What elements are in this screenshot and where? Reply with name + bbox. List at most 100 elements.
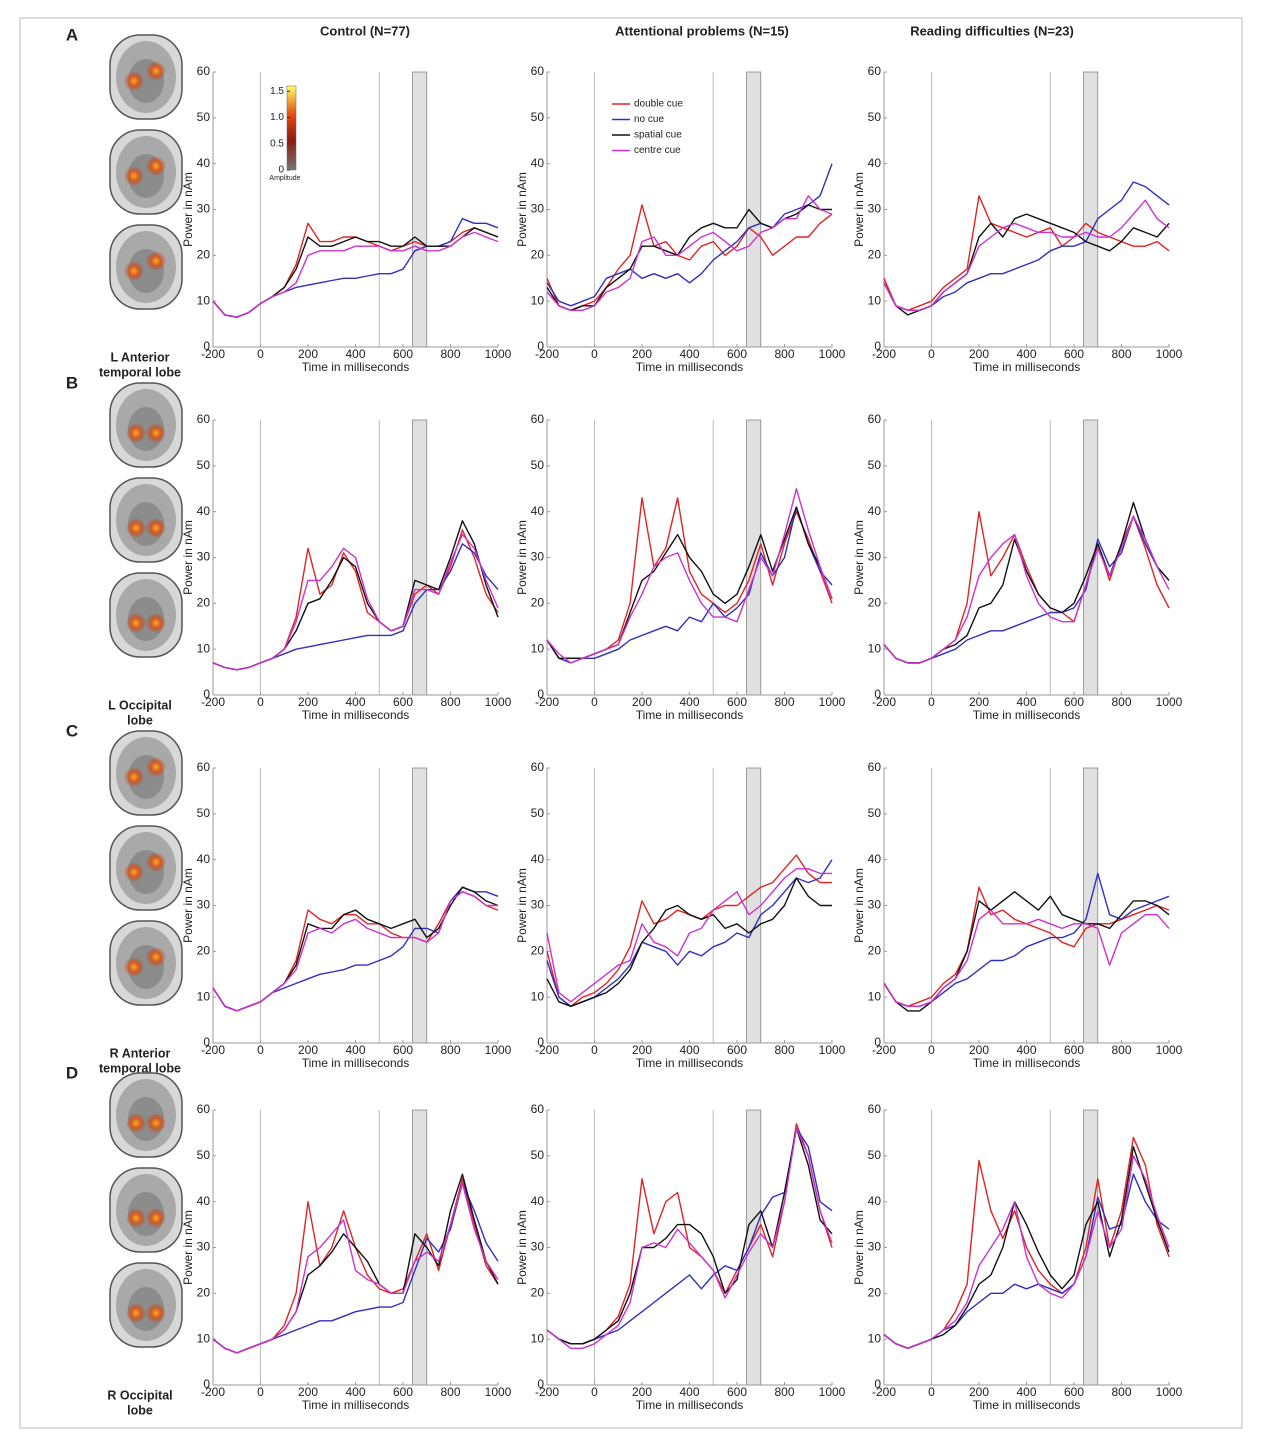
x-tick-label: 0 <box>928 347 935 361</box>
y-tick-label: 40 <box>197 1194 211 1208</box>
activation <box>124 166 144 186</box>
panel-letter: C <box>66 721 78 740</box>
y-tick-label: 20 <box>197 596 211 610</box>
legend-label: no cue <box>634 114 664 125</box>
y-tick-label: 60 <box>531 1102 545 1116</box>
x-tick-label: -200 <box>201 1043 225 1057</box>
x-tick-label: 800 <box>440 1043 460 1057</box>
activation <box>146 61 166 81</box>
x-tick-label: -200 <box>201 1385 225 1399</box>
x-tick-label: 0 <box>928 1043 935 1057</box>
x-tick-label: 200 <box>632 1043 652 1057</box>
x-tick-label: 800 <box>1111 1385 1131 1399</box>
activation <box>146 1303 166 1323</box>
panel-letter: B <box>66 373 78 392</box>
highlight-band <box>1084 72 1098 347</box>
x-tick-label: 1000 <box>485 695 512 709</box>
region-label: R Occipital <box>107 1388 172 1402</box>
x-tick-label: -200 <box>872 347 896 361</box>
activation <box>146 947 166 967</box>
plot-area <box>884 768 1169 1043</box>
y-tick-label: 10 <box>531 293 545 307</box>
y-tick-label: 10 <box>868 1331 882 1345</box>
highlight-band <box>747 420 761 695</box>
plot-area <box>547 768 832 1043</box>
x-axis-label: Time in milliseconds <box>302 360 410 374</box>
x-tick-label: 1000 <box>819 695 846 709</box>
y-tick-label: 50 <box>197 1148 211 1162</box>
legend-label: spatial cue <box>634 130 682 141</box>
y-tick-label: 60 <box>197 64 211 78</box>
region-label: lobe <box>127 713 153 727</box>
x-tick-label: 200 <box>969 347 989 361</box>
x-tick-label: 400 <box>679 1385 699 1399</box>
activation <box>126 518 146 538</box>
x-tick-label: 400 <box>1016 1043 1036 1057</box>
legend-label: centre cue <box>634 145 681 156</box>
y-tick-label: 20 <box>197 1286 211 1300</box>
y-axis-label: Power in nAm <box>181 520 195 595</box>
y-tick-label: 30 <box>531 202 545 216</box>
x-tick-label: 400 <box>345 1043 365 1057</box>
y-tick-label: 10 <box>531 1331 545 1345</box>
region-label: lobe <box>127 1403 153 1417</box>
y-tick-label: 10 <box>531 989 545 1003</box>
figure: Control (N=77)Attentional problems (N=15… <box>0 0 1261 1445</box>
x-axis-label: Time in milliseconds <box>973 1056 1081 1070</box>
y-tick-label: 40 <box>868 156 882 170</box>
y-tick-label: 60 <box>197 1102 211 1116</box>
x-tick-label: 200 <box>298 695 318 709</box>
y-tick-label: 10 <box>197 989 211 1003</box>
activation <box>124 767 144 787</box>
highlight-band <box>413 420 427 695</box>
x-axis-label: Time in milliseconds <box>302 708 410 722</box>
activation <box>146 613 166 633</box>
x-tick-label: 600 <box>1064 695 1084 709</box>
y-tick-label: 60 <box>197 412 211 426</box>
x-tick-label: -200 <box>872 695 896 709</box>
panel-letter: A <box>66 25 78 44</box>
y-tick-label: 40 <box>868 852 882 866</box>
x-tick-label: 400 <box>679 347 699 361</box>
activation <box>146 1208 166 1228</box>
y-tick-label: 50 <box>868 806 882 820</box>
y-tick-label: 50 <box>868 110 882 124</box>
activation <box>124 71 144 91</box>
y-tick-label: 10 <box>197 293 211 307</box>
x-tick-label: 200 <box>632 1385 652 1399</box>
y-tick-label: 40 <box>531 504 545 518</box>
x-axis-label: Time in milliseconds <box>973 360 1081 374</box>
y-tick-label: 60 <box>531 760 545 774</box>
x-tick-label: 600 <box>727 1385 747 1399</box>
colorbar-tick-label: 1.5 <box>270 86 284 97</box>
y-tick-label: 20 <box>868 1286 882 1300</box>
x-tick-label: 200 <box>632 695 652 709</box>
x-tick-label: 200 <box>632 347 652 361</box>
x-tick-label: 1000 <box>819 1043 846 1057</box>
y-tick-label: 30 <box>868 898 882 912</box>
x-tick-label: 200 <box>298 1385 318 1399</box>
x-tick-label: 800 <box>774 347 794 361</box>
y-tick-label: 30 <box>197 550 211 564</box>
y-tick-label: 30 <box>197 1240 211 1254</box>
x-tick-label: 0 <box>928 1385 935 1399</box>
x-tick-label: 800 <box>774 1385 794 1399</box>
region-label: L Anterior <box>110 350 169 364</box>
x-tick-label: 200 <box>298 347 318 361</box>
x-tick-label: -200 <box>872 1385 896 1399</box>
y-tick-label: 30 <box>197 898 211 912</box>
activation <box>146 518 166 538</box>
y-tick-label: 20 <box>531 248 545 262</box>
activation <box>126 1113 146 1133</box>
column-title: Control (N=77) <box>320 23 410 38</box>
x-tick-label: -200 <box>535 347 559 361</box>
x-axis-label: Time in milliseconds <box>636 708 744 722</box>
colorbar <box>287 86 296 170</box>
activation <box>146 852 166 872</box>
x-tick-label: 800 <box>1111 695 1131 709</box>
activation <box>146 1113 166 1133</box>
y-tick-label: 10 <box>531 641 545 655</box>
region-label: temporal lobe <box>99 365 181 379</box>
y-tick-label: 50 <box>531 1148 545 1162</box>
y-tick-label: 50 <box>197 458 211 472</box>
